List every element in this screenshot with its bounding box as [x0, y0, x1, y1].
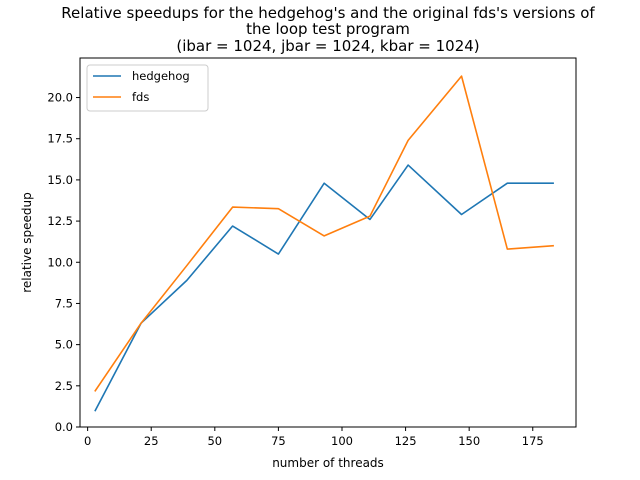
- legend: hedgehog fds: [86, 64, 209, 112]
- legend-label-hedgehog: hedgehog: [132, 69, 190, 83]
- y-axis: 0.0 2.5 5.0 7.5 10.0 12.5 15.0 17.5 20.0: [47, 91, 80, 434]
- y-tick-label: 15.0: [47, 173, 73, 187]
- chart-title-line-1: Relative speedups for the hedgehog's and…: [61, 4, 595, 22]
- legend-label-fds: fds: [132, 90, 149, 104]
- series-line-hedgehog: [94, 164, 554, 412]
- y-tick-label: 2.5: [55, 379, 73, 393]
- x-tick-label: 175: [522, 434, 544, 448]
- y-tick-label: 10.0: [47, 255, 73, 269]
- x-tick-label: 50: [207, 434, 222, 448]
- y-tick-label: 20.0: [47, 91, 73, 105]
- chart-title-line-3: (ibar = 1024, jbar = 1024, kbar = 1024): [176, 37, 479, 55]
- plot-frame: [79, 57, 577, 428]
- series-line-fds: [94, 75, 554, 392]
- x-tick-label: 150: [458, 434, 480, 448]
- x-axis: 0 25 50 75 100 125 150 175: [84, 427, 544, 448]
- x-tick-label: 0: [84, 434, 91, 448]
- y-tick-label: 0.0: [55, 420, 73, 434]
- x-tick-label: 125: [395, 434, 417, 448]
- x-axis-label: number of threads: [272, 456, 384, 470]
- y-axis-label: relative speedup: [20, 192, 34, 293]
- series-layer: [94, 75, 554, 412]
- chart-title-line-2: the loop test program: [246, 20, 410, 38]
- x-tick-label: 25: [144, 434, 159, 448]
- chart-title: Relative speedups for the hedgehog's and…: [61, 4, 595, 55]
- x-tick-label: 100: [331, 434, 353, 448]
- y-tick-label: 5.0: [55, 338, 73, 352]
- y-tick-label: 7.5: [55, 296, 73, 310]
- y-tick-label: 17.5: [47, 132, 73, 146]
- x-tick-label: 75: [271, 434, 286, 448]
- y-tick-label: 12.5: [47, 214, 73, 228]
- plot-area: [79, 57, 577, 428]
